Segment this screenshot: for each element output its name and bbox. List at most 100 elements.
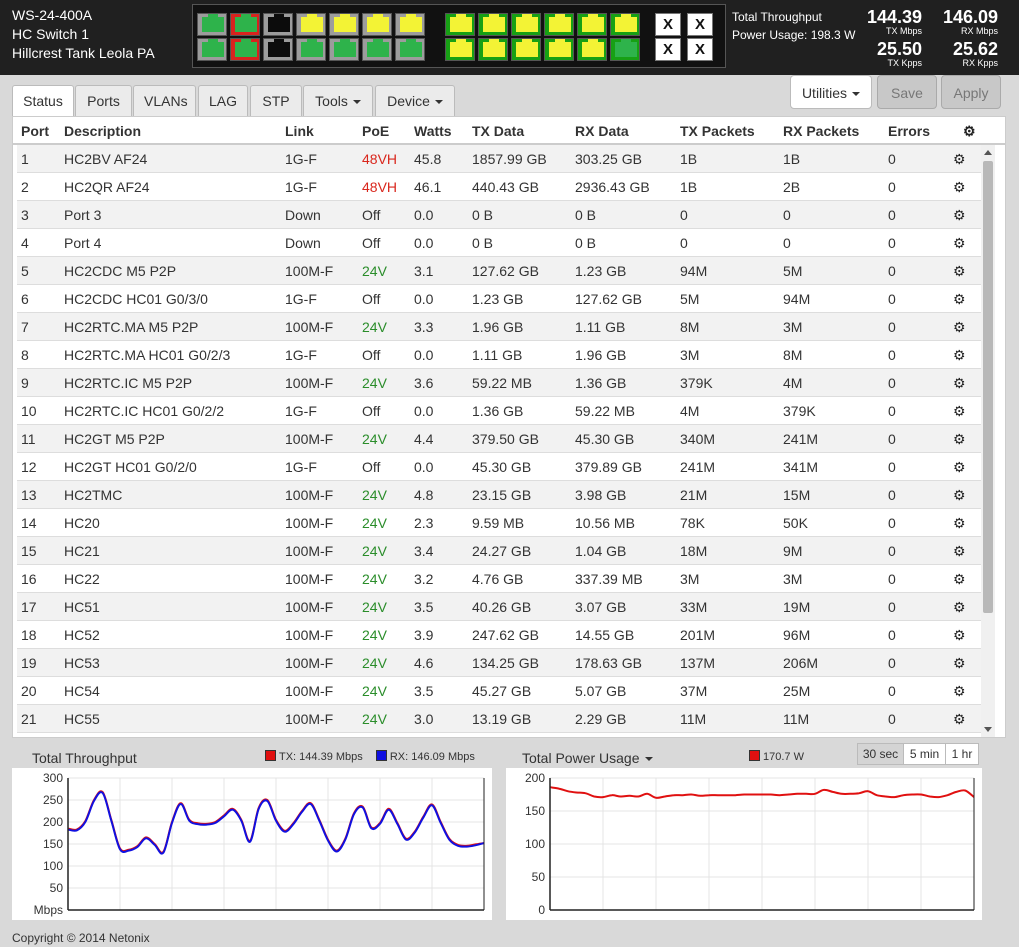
tab-status[interactable]: Status bbox=[12, 85, 74, 117]
col-poe[interactable]: PoE bbox=[362, 123, 390, 139]
gear-icon[interactable]: ⚙ bbox=[953, 235, 966, 251]
gear-icon[interactable]: ⚙ bbox=[953, 655, 966, 671]
table-scrollbar[interactable] bbox=[981, 145, 995, 737]
tab-device[interactable]: Device bbox=[375, 85, 455, 116]
group1-port-7-bottom[interactable] bbox=[395, 38, 425, 61]
table-row[interactable]: 14 HC20 100M-F 24V 2.3 9.59 MB 10.56 MB 78K 50K 0… bbox=[17, 509, 983, 537]
col-description[interactable]: Description bbox=[64, 123, 142, 139]
table-row[interactable]: 4 Port 4 Down Off 0.0 0 B 0 B 0 0 0 ⚙ bbox=[17, 229, 983, 257]
gear-icon[interactable]: ⚙ bbox=[953, 347, 966, 363]
gear-icon[interactable]: ⚙ bbox=[953, 263, 966, 279]
range-5min-button[interactable]: 5 min bbox=[903, 743, 946, 765]
table-row[interactable]: 2 HC2QR AF24 1G-F 48VH 46.1 440.43 GB 2936.43 … bbox=[17, 173, 983, 201]
gear-icon[interactable]: ⚙ bbox=[953, 683, 966, 699]
sfp-port-3[interactable]: X bbox=[655, 38, 681, 61]
gear-icon[interactable]: ⚙ bbox=[953, 487, 966, 503]
group1-port-4-top[interactable] bbox=[296, 13, 326, 36]
col-tx-packets[interactable]: TX Packets bbox=[680, 123, 755, 139]
sfp-port-4[interactable]: X bbox=[687, 38, 713, 61]
group1-port-1-bottom[interactable] bbox=[197, 38, 227, 61]
scroll-down-icon[interactable] bbox=[984, 727, 992, 732]
table-row[interactable]: 3 Port 3 Down Off 0.0 0 B 0 B 0 0 0 ⚙ bbox=[17, 201, 983, 229]
gear-icon[interactable]: ⚙ bbox=[953, 151, 966, 167]
group2-port-5-bottom[interactable] bbox=[577, 38, 607, 61]
table-row[interactable]: 10 HC2RTC.IC HC01 G0/2/2 1G-F Off 0.0 1.36 GB… bbox=[17, 397, 983, 425]
col-rx-data[interactable]: RX Data bbox=[575, 123, 629, 139]
power-chart-title[interactable]: Total Power Usage bbox=[522, 750, 653, 766]
gear-icon[interactable]: ⚙ bbox=[953, 207, 966, 223]
table-row[interactable]: 16 HC22 100M-F 24V 3.2 4.76 GB 337.39 MB 3M 3M 0 ⚙ bbox=[17, 565, 983, 593]
group2-port-2-top[interactable] bbox=[478, 13, 508, 36]
group1-port-3-bottom[interactable] bbox=[263, 38, 293, 61]
table-row[interactable]: 15 HC21 100M-F 24V 3.4 24.27 GB 1.04 GB 18M 9M 0 ⚙ bbox=[17, 537, 983, 565]
tab-tools[interactable]: Tools bbox=[303, 85, 373, 116]
range-1hr-button[interactable]: 1 hr bbox=[945, 743, 979, 765]
scrollbar-thumb[interactable] bbox=[983, 161, 993, 613]
table-row[interactable]: 5 HC2CDC M5 P2P 100M-F 24V 3.1 127.62 GB 1.23 … bbox=[17, 257, 983, 285]
save-button[interactable]: Save bbox=[877, 75, 937, 109]
table-row[interactable]: 21 HC55 100M-F 24V 3.0 13.19 GB 2.29 GB 11M 11M 0… bbox=[17, 705, 983, 733]
group1-port-2-bottom[interactable] bbox=[230, 38, 260, 61]
range-30sec-button[interactable]: 30 sec bbox=[857, 743, 904, 765]
group2-port-6-top[interactable] bbox=[610, 13, 640, 36]
col-link[interactable]: Link bbox=[285, 123, 314, 139]
col-rx-packets[interactable]: RX Packets bbox=[783, 123, 860, 139]
tab-ports[interactable]: Ports bbox=[75, 85, 132, 116]
group2-port-3-bottom[interactable] bbox=[511, 38, 541, 61]
group1-port-1-top[interactable] bbox=[197, 13, 227, 36]
gear-icon[interactable]: ⚙ bbox=[953, 515, 966, 531]
table-row[interactable]: 7 HC2RTC.MA M5 P2P 100M-F 24V 3.3 1.96 GB 1.11… bbox=[17, 313, 983, 341]
gear-icon[interactable]: ⚙ bbox=[953, 375, 966, 391]
table-row[interactable]: 11 HC2GT M5 P2P 100M-F 24V 4.4 379.50 GB 45.30… bbox=[17, 425, 983, 453]
tab-lag[interactable]: LAG bbox=[198, 85, 248, 116]
gear-icon[interactable]: ⚙ bbox=[963, 123, 976, 139]
table-row[interactable]: 20 HC54 100M-F 24V 3.5 45.27 GB 5.07 GB 37M 25M 0… bbox=[17, 677, 983, 705]
table-row[interactable]: 17 HC51 100M-F 24V 3.5 40.26 GB 3.07 GB 33M 19M 0… bbox=[17, 593, 983, 621]
group1-port-5-top[interactable] bbox=[329, 13, 359, 36]
group1-port-6-bottom[interactable] bbox=[362, 38, 392, 61]
gear-icon[interactable]: ⚙ bbox=[953, 459, 966, 475]
table-row[interactable]: 1 HC2BV AF24 1G-F 48VH 45.8 1857.99 GB 303.25 … bbox=[17, 145, 983, 173]
group2-port-4-top[interactable] bbox=[544, 13, 574, 36]
col-watts[interactable]: Watts bbox=[414, 123, 452, 139]
group1-port-2-top[interactable] bbox=[230, 13, 260, 36]
utilities-button[interactable]: Utilities bbox=[790, 75, 872, 109]
sfp-port-1[interactable]: X bbox=[655, 13, 681, 36]
group1-port-7-top[interactable] bbox=[395, 13, 425, 36]
group2-port-1-top[interactable] bbox=[445, 13, 475, 36]
group2-port-2-bottom[interactable] bbox=[478, 38, 508, 61]
gear-icon[interactable]: ⚙ bbox=[953, 599, 966, 615]
sfp-port-2[interactable]: X bbox=[687, 13, 713, 36]
gear-icon[interactable]: ⚙ bbox=[953, 543, 966, 559]
gear-icon[interactable]: ⚙ bbox=[953, 403, 966, 419]
apply-button[interactable]: Apply bbox=[941, 75, 1001, 109]
gear-icon[interactable]: ⚙ bbox=[953, 431, 966, 447]
tab-stp[interactable]: STP bbox=[250, 85, 302, 116]
group2-port-4-bottom[interactable] bbox=[544, 38, 574, 61]
group2-port-3-top[interactable] bbox=[511, 13, 541, 36]
group1-port-4-bottom[interactable] bbox=[296, 38, 326, 61]
group1-port-5-bottom[interactable] bbox=[329, 38, 359, 61]
gear-icon[interactable]: ⚙ bbox=[953, 179, 966, 195]
group1-port-3-top[interactable] bbox=[263, 13, 293, 36]
group1-port-6-top[interactable] bbox=[362, 13, 392, 36]
gear-icon[interactable]: ⚙ bbox=[953, 291, 966, 307]
table-row[interactable]: 12 HC2GT HC01 G0/2/0 1G-F Off 0.0 45.30 GB 379… bbox=[17, 453, 983, 481]
gear-icon[interactable]: ⚙ bbox=[953, 711, 966, 727]
table-row[interactable]: 8 HC2RTC.MA HC01 G0/2/3 1G-F Off 0.0 1.11 GB 1… bbox=[17, 341, 983, 369]
table-row[interactable]: 6 HC2CDC HC01 G0/3/0 1G-F Off 0.0 1.23 GB 127.… bbox=[17, 285, 983, 313]
table-row[interactable]: 19 HC53 100M-F 24V 4.6 134.25 GB 178.63 GB 137M… bbox=[17, 649, 983, 677]
col-port[interactable]: Port bbox=[21, 123, 49, 139]
table-row[interactable]: 13 HC2TMC 100M-F 24V 4.8 23.15 GB 3.98 GB 21M 15… bbox=[17, 481, 983, 509]
scroll-up-icon[interactable] bbox=[984, 150, 992, 155]
col-tx-data[interactable]: TX Data bbox=[472, 123, 525, 139]
gear-icon[interactable]: ⚙ bbox=[953, 627, 966, 643]
gear-icon[interactable]: ⚙ bbox=[953, 571, 966, 587]
group2-port-6-bottom[interactable] bbox=[610, 38, 640, 61]
col-errors[interactable]: Errors bbox=[888, 123, 931, 139]
tab-vlans[interactable]: VLANs bbox=[133, 85, 196, 116]
table-row[interactable]: 18 HC52 100M-F 24V 3.9 247.62 GB 14.55 GB 201M 9… bbox=[17, 621, 983, 649]
group2-port-5-top[interactable] bbox=[577, 13, 607, 36]
group2-port-1-bottom[interactable] bbox=[445, 38, 475, 61]
table-row[interactable]: 9 HC2RTC.IC M5 P2P 100M-F 24V 3.6 59.22 MB 1.3… bbox=[17, 369, 983, 397]
